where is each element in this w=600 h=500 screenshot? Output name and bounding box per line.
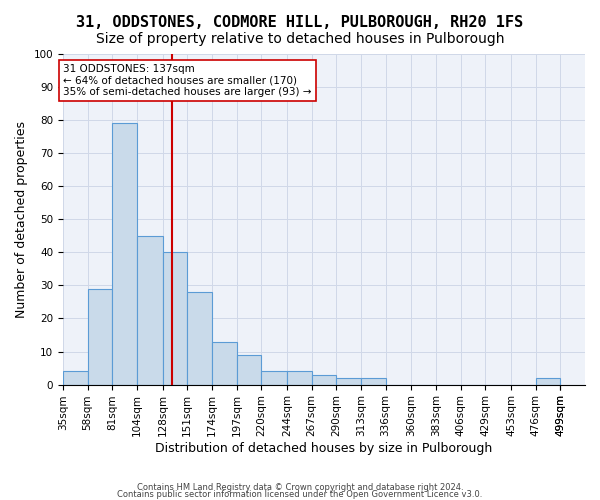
Text: 31, ODDSTONES, CODMORE HILL, PULBOROUGH, RH20 1FS: 31, ODDSTONES, CODMORE HILL, PULBOROUGH,…: [76, 15, 524, 30]
Bar: [163, 252, 187, 384]
Text: 31 ODDSTONES: 137sqm
← 64% of detached houses are smaller (170)
35% of semi-deta: 31 ODDSTONES: 137sqm ← 64% of detached h…: [63, 64, 311, 97]
Bar: [361, 378, 386, 384]
Bar: [536, 378, 560, 384]
Bar: [112, 124, 137, 384]
Bar: [137, 236, 163, 384]
Bar: [336, 378, 361, 384]
Bar: [63, 372, 88, 384]
Text: Contains HM Land Registry data © Crown copyright and database right 2024.: Contains HM Land Registry data © Crown c…: [137, 484, 463, 492]
Text: Size of property relative to detached houses in Pulborough: Size of property relative to detached ho…: [96, 32, 504, 46]
X-axis label: Distribution of detached houses by size in Pulborough: Distribution of detached houses by size …: [155, 442, 493, 455]
Bar: [236, 355, 261, 384]
Bar: [88, 288, 112, 384]
Bar: [187, 292, 212, 384]
Bar: [287, 372, 311, 384]
Text: Contains public sector information licensed under the Open Government Licence v3: Contains public sector information licen…: [118, 490, 482, 499]
Y-axis label: Number of detached properties: Number of detached properties: [15, 121, 28, 318]
Bar: [261, 372, 287, 384]
Bar: [212, 342, 236, 384]
Bar: [311, 374, 336, 384]
